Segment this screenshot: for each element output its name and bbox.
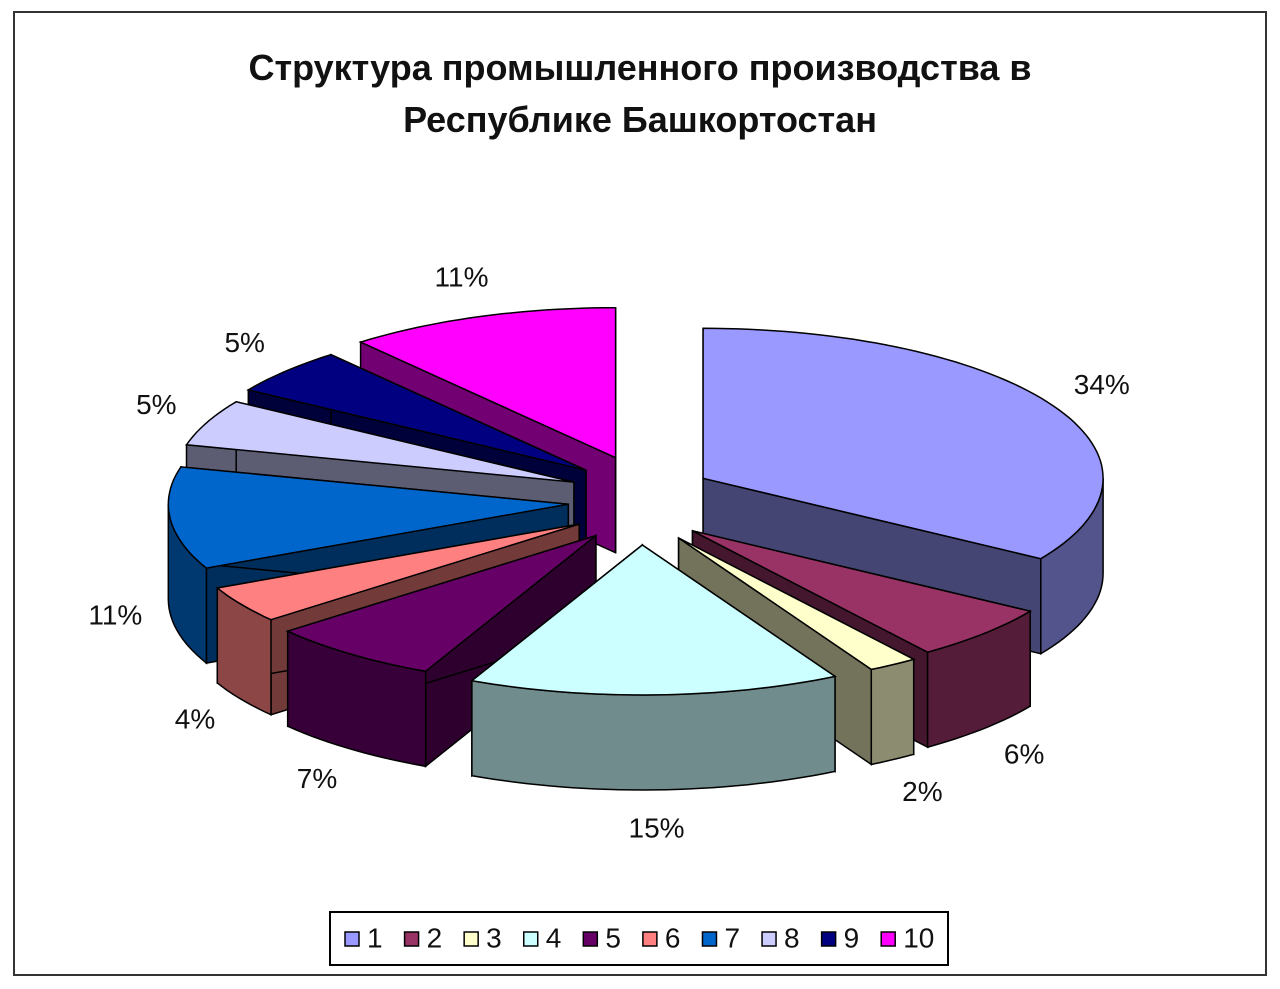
legend-swatch [761,931,777,947]
legend-swatch [582,931,599,947]
slice [678,537,916,671]
legend-swatch [403,931,420,947]
data-label: 34% [1074,369,1130,400]
legend-label: 3 [486,922,502,953]
slice [692,530,1033,654]
data-label: 4% [175,703,215,734]
data-label: 2% [902,776,942,807]
slice [358,306,617,459]
legend-swatch [463,931,479,947]
data-label: 5% [224,327,264,358]
legend-label: 5 [605,922,621,953]
slice [215,523,580,621]
slice [470,544,837,696]
slice [185,400,575,483]
data-label: 11% [88,600,142,631]
legend-label: 9 [844,922,860,953]
legend-label: 4 [546,922,562,953]
data-label: 5% [136,389,176,420]
legend-box [329,911,949,966]
slice-side [870,658,915,766]
legend-swatch [701,931,718,947]
legend-label: 8 [784,922,800,953]
legend-swatch [880,931,896,947]
chart-title: Структура промышленного производства в Р… [248,47,1032,140]
legend-swatch [344,931,360,947]
legend-label: 7 [724,922,740,953]
slice [167,466,569,569]
slice [702,327,1104,560]
legend-label: 2 [427,922,443,953]
data-label: 11% [435,261,489,292]
legend-label: 6 [665,922,681,953]
slice [285,534,597,673]
data-label: 7% [297,763,337,794]
legend-label: 1 [367,922,383,953]
data-label: 15% [629,812,685,843]
legend-swatch [820,931,837,947]
legend-swatch [642,931,658,947]
slice [246,353,587,471]
legend-swatch [522,931,539,947]
data-label: 6% [1004,738,1044,769]
legend-label: 10 [903,922,934,953]
